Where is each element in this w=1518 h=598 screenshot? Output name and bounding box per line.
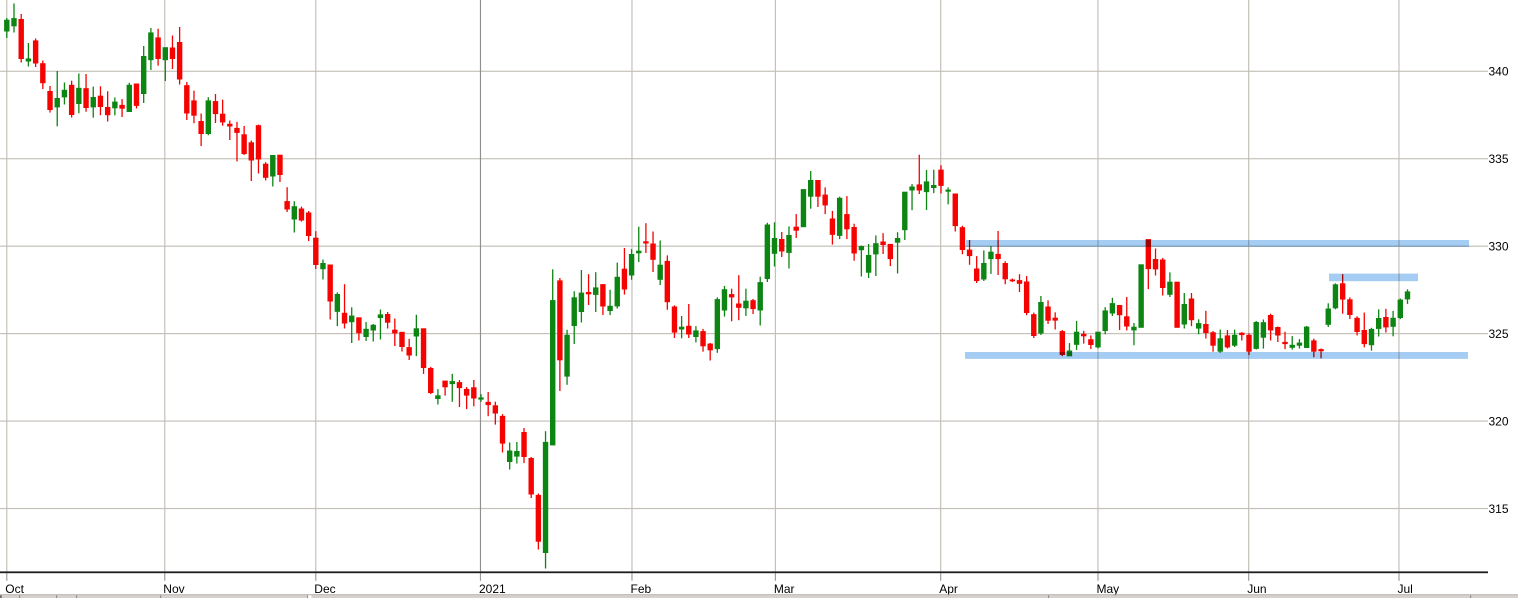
- svg-text:330: 330: [1489, 240, 1509, 254]
- svg-text:May: May: [1097, 582, 1120, 596]
- svg-text:Dec: Dec: [314, 582, 335, 596]
- svg-text:Mar: Mar: [774, 582, 795, 596]
- svg-text:Feb: Feb: [631, 582, 652, 596]
- svg-text:315: 315: [1489, 502, 1509, 516]
- svg-text:Oct: Oct: [5, 582, 24, 596]
- svg-text:335: 335: [1489, 152, 1509, 166]
- svg-text:2021: 2021: [479, 582, 506, 596]
- svg-text:340: 340: [1489, 65, 1509, 79]
- svg-text:Nov: Nov: [163, 582, 184, 596]
- svg-text:320: 320: [1489, 414, 1509, 428]
- svg-text:325: 325: [1489, 327, 1509, 341]
- svg-text:Jun: Jun: [1247, 582, 1266, 596]
- svg-text:Apr: Apr: [939, 582, 958, 596]
- svg-text:Jul: Jul: [1398, 582, 1413, 596]
